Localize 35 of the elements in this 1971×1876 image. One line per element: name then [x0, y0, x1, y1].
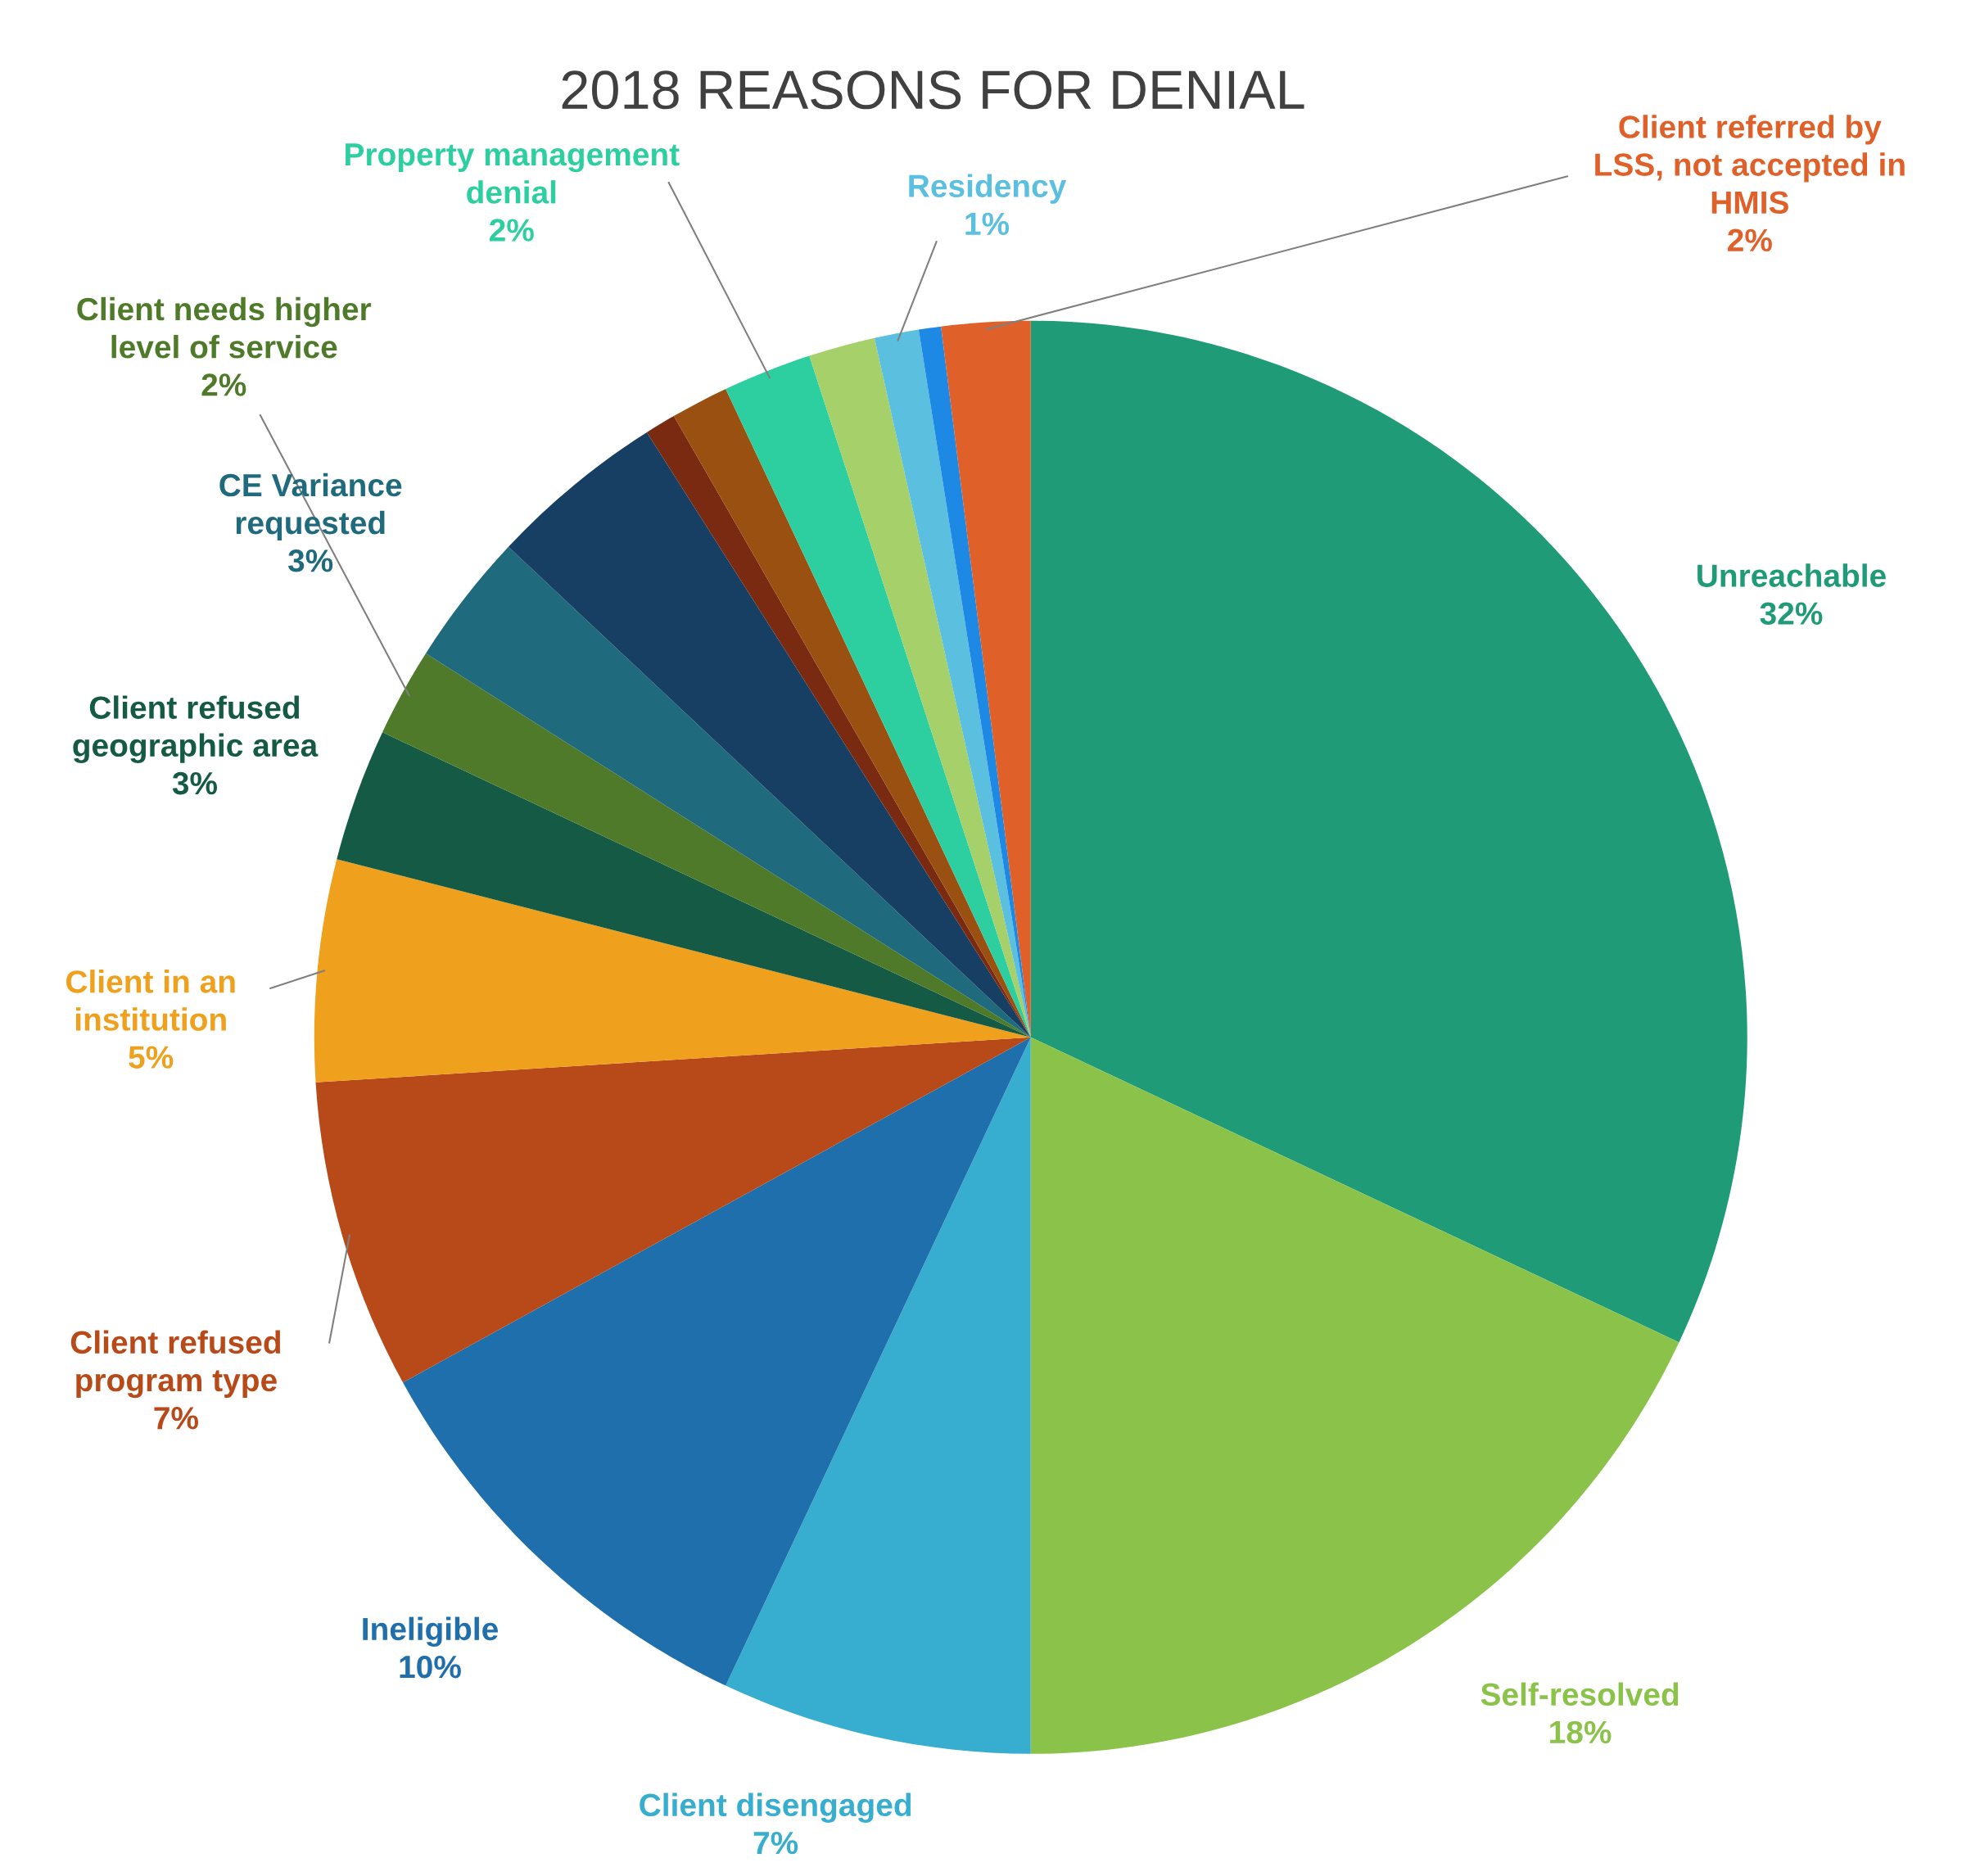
pie-slice: [726, 355, 1031, 1037]
data-label: 5%: [129, 1046, 174, 1069]
pie-slice: [726, 1037, 1031, 1754]
data-label: 7%: [154, 1407, 198, 1430]
pie-slice: [337, 732, 1031, 1037]
slice-label: Client needs higher level of service: [77, 296, 372, 359]
pie-slice: [425, 546, 1031, 1037]
slice-label: Self-resolved: [1481, 1682, 1679, 1706]
data-label: 18%: [1550, 1720, 1612, 1744]
slice-label: Client refused program type: [70, 1330, 281, 1399]
data-label: 2%: [490, 219, 534, 242]
pie-slice: [315, 1037, 1031, 1383]
slice-label: Residency: [909, 174, 1067, 204]
slice-label: Client referred by LSS, not accepted in HMIS: [1595, 115, 1905, 215]
slice-label: Property management denial: [346, 143, 680, 204]
chart-title: 2018 REASONS FOR DENIAL: [562, 70, 1304, 110]
slice-label: Client refused geographic area: [73, 695, 319, 763]
data-label: 2%: [1728, 228, 1772, 252]
pie-slice: [1030, 1037, 1679, 1754]
pie-slice: [874, 329, 1031, 1037]
data-label: 1%: [965, 212, 1010, 236]
data-label: 10%: [400, 1655, 461, 1679]
data-label: 32%: [1760, 602, 1823, 626]
slice-label: Client disengaged: [640, 1792, 911, 1823]
pie-slice: [941, 320, 1031, 1037]
pie-slice: [508, 432, 1031, 1037]
data-label: 7%: [753, 1831, 798, 1855]
pie-slice: [314, 859, 1031, 1083]
data-label: 2%: [201, 373, 246, 396]
data-label: 3%: [172, 771, 218, 795]
slice-label: Ineligible: [363, 1616, 498, 1648]
slice-label: Unreachable: [1698, 563, 1886, 587]
pie-slice: [382, 653, 1031, 1037]
slice-label: Client in an institution: [66, 970, 235, 1031]
data-label: 3%: [287, 549, 333, 572]
